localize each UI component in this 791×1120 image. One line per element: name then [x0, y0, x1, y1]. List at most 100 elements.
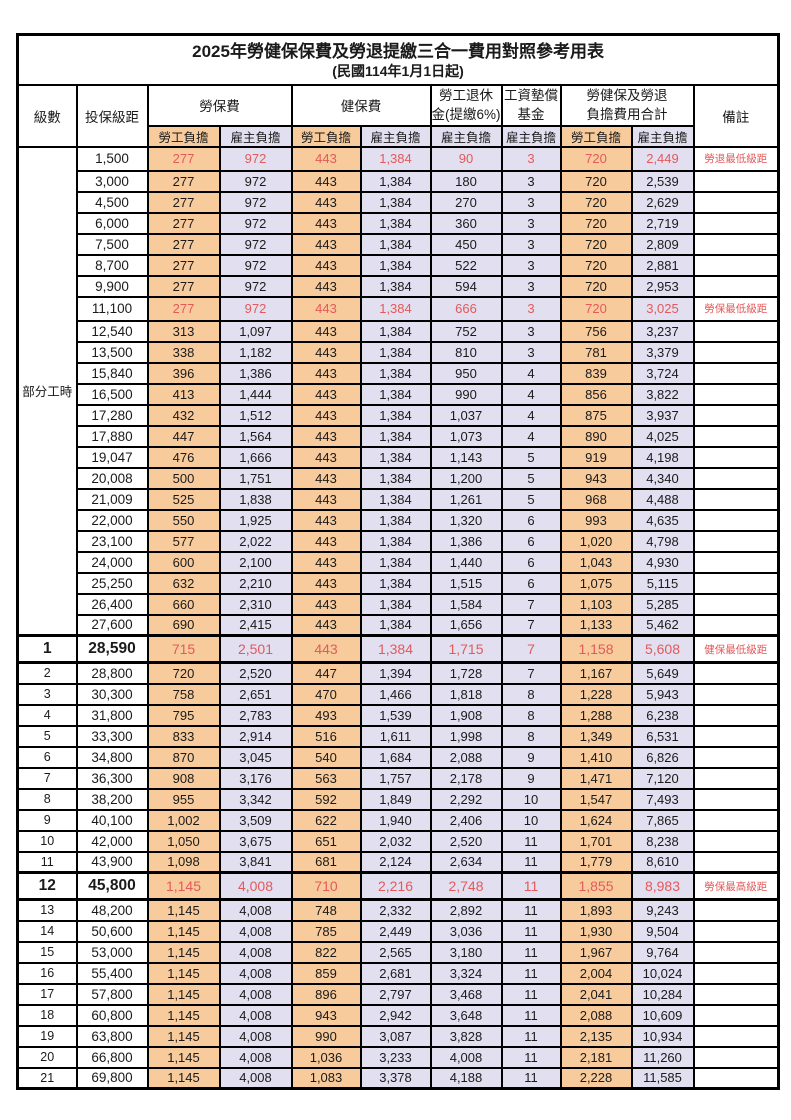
value-cell: 3,087: [359, 1024, 432, 1048]
table-row: 6,000 277 972 443 1,384 360 3 720 2,719: [18, 211, 780, 235]
value-cell: 2,953: [630, 274, 695, 298]
value-cell: 3,025: [630, 295, 695, 322]
table-row: 7,500 277 972 443 1,384 450 3 720 2,809: [18, 232, 780, 256]
value-cell: 2,332: [359, 898, 432, 922]
value-cell: 6,238: [630, 703, 695, 727]
value-cell: 4,188: [429, 1066, 503, 1090]
value-cell: 5,608: [630, 634, 695, 665]
value-cell: 2,881: [630, 253, 695, 277]
value-cell: 972: [218, 190, 293, 214]
value-cell: 11: [500, 961, 562, 985]
premium-reference-table: 2025年勞健保保費及勞退提繳三合一費用對照參考用表 (民國114年1月1日起)…: [16, 33, 781, 1091]
table-row: 14 50,600 1,145 4,008 785 2,449 3,036 11 1,930 9,…: [16, 919, 780, 943]
value-cell: 720: [559, 169, 633, 193]
value-cell: 313: [146, 319, 221, 343]
note-cell: [692, 1024, 780, 1048]
value-cell: 1,200: [429, 466, 503, 490]
value-cell: 11,260: [630, 1045, 695, 1069]
note-cell: [692, 1066, 780, 1090]
value-cell: 632: [146, 571, 221, 595]
value-cell: 950: [429, 361, 503, 385]
bracket-cell: 31,800: [75, 703, 149, 727]
table-row: 11 43,900 1,098 3,841 681 2,124 2,634 11 1,779 8,…: [16, 850, 780, 874]
value-cell: 3,176: [218, 766, 293, 790]
bracket-cell: 11,100: [75, 295, 149, 322]
level-cell: 14: [16, 919, 78, 943]
value-cell: 2,100: [218, 550, 293, 574]
value-cell: 1,512: [218, 403, 293, 427]
value-cell: 1,098: [146, 850, 221, 874]
bracket-cell: 25,250: [75, 571, 149, 595]
value-cell: 11: [500, 898, 562, 922]
bracket-cell: 16,500: [75, 382, 149, 406]
bracket-cell: 28,590: [75, 634, 149, 665]
value-cell: 3,724: [630, 361, 695, 385]
value-cell: 1,471: [559, 766, 633, 790]
bracket-cell: 38,200: [75, 787, 149, 811]
value-cell: 3,822: [630, 382, 695, 406]
value-cell: 1,133: [559, 613, 633, 637]
value-cell: 5,462: [630, 613, 695, 637]
value-cell: 4,025: [630, 424, 695, 448]
value-cell: 3: [500, 340, 562, 364]
value-cell: 666: [429, 295, 503, 322]
note-cell: [692, 445, 780, 469]
page-subtitle: (民國114年1月1日起): [332, 63, 464, 80]
value-cell: 1,097: [218, 319, 293, 343]
value-cell: 839: [559, 361, 633, 385]
subheader-total-employer: 雇主負擔: [630, 124, 695, 148]
value-cell: 592: [290, 787, 362, 811]
value-cell: 1,515: [429, 571, 503, 595]
value-cell: 6: [500, 508, 562, 532]
value-cell: 4,198: [630, 445, 695, 469]
value-cell: 720: [559, 274, 633, 298]
value-cell: 2,809: [630, 232, 695, 256]
level-cell: 10: [16, 829, 78, 853]
value-cell: 781: [559, 340, 633, 364]
value-cell: 2,565: [359, 940, 432, 964]
value-cell: 1,143: [429, 445, 503, 469]
table-row: 17,880 447 1,564 443 1,384 1,073 4 890 4,025: [18, 424, 780, 448]
value-cell: 1,103: [559, 592, 633, 616]
value-cell: 450: [429, 232, 503, 256]
value-cell: 795: [146, 703, 221, 727]
bracket-cell: 55,400: [75, 961, 149, 985]
value-cell: 6,531: [630, 724, 695, 748]
bracket-cell: 17,280: [75, 403, 149, 427]
value-cell: 1,818: [429, 682, 503, 706]
value-cell: 8: [500, 682, 562, 706]
value-cell: 1,728: [429, 661, 503, 685]
bracket-cell: 48,200: [75, 898, 149, 922]
value-cell: 1,930: [559, 919, 633, 943]
note-cell: [692, 424, 780, 448]
value-cell: 5: [500, 487, 562, 511]
value-cell: 7,120: [630, 766, 695, 790]
value-cell: 972: [218, 232, 293, 256]
value-cell: 2,088: [559, 1003, 633, 1027]
table-row: 15 53,000 1,145 4,008 822 2,565 3,180 11 1,967 9,…: [16, 940, 780, 964]
value-cell: 1,466: [359, 682, 432, 706]
note-cell: [692, 232, 780, 256]
value-cell: 1,145: [146, 1066, 221, 1090]
col-header-bracket: 投保級距: [75, 83, 149, 148]
value-cell: 4,930: [630, 550, 695, 574]
value-cell: 651: [290, 829, 362, 853]
value-cell: 715: [146, 634, 221, 665]
value-cell: 2,651: [218, 682, 293, 706]
level-cell: 11: [16, 850, 78, 874]
table-row: 9,900 277 972 443 1,384 594 3 720 2,953: [18, 274, 780, 298]
note-cell: [692, 613, 780, 637]
value-cell: 11: [500, 940, 562, 964]
bracket-cell: 21,009: [75, 487, 149, 511]
value-cell: 1,050: [146, 829, 221, 853]
value-cell: 180: [429, 169, 503, 193]
value-cell: 710: [290, 871, 362, 902]
value-cell: 1,384: [359, 190, 432, 214]
table-row: 部分工時 1,500 277 972 443 1,384 90 3 720 2,449 勞退最低級距: [16, 145, 780, 637]
value-cell: 11: [500, 982, 562, 1006]
note-cell: [692, 703, 780, 727]
value-cell: 2,892: [429, 898, 503, 922]
value-cell: 10,284: [630, 982, 695, 1006]
bracket-cell: 33,300: [75, 724, 149, 748]
value-cell: 522: [429, 253, 503, 277]
